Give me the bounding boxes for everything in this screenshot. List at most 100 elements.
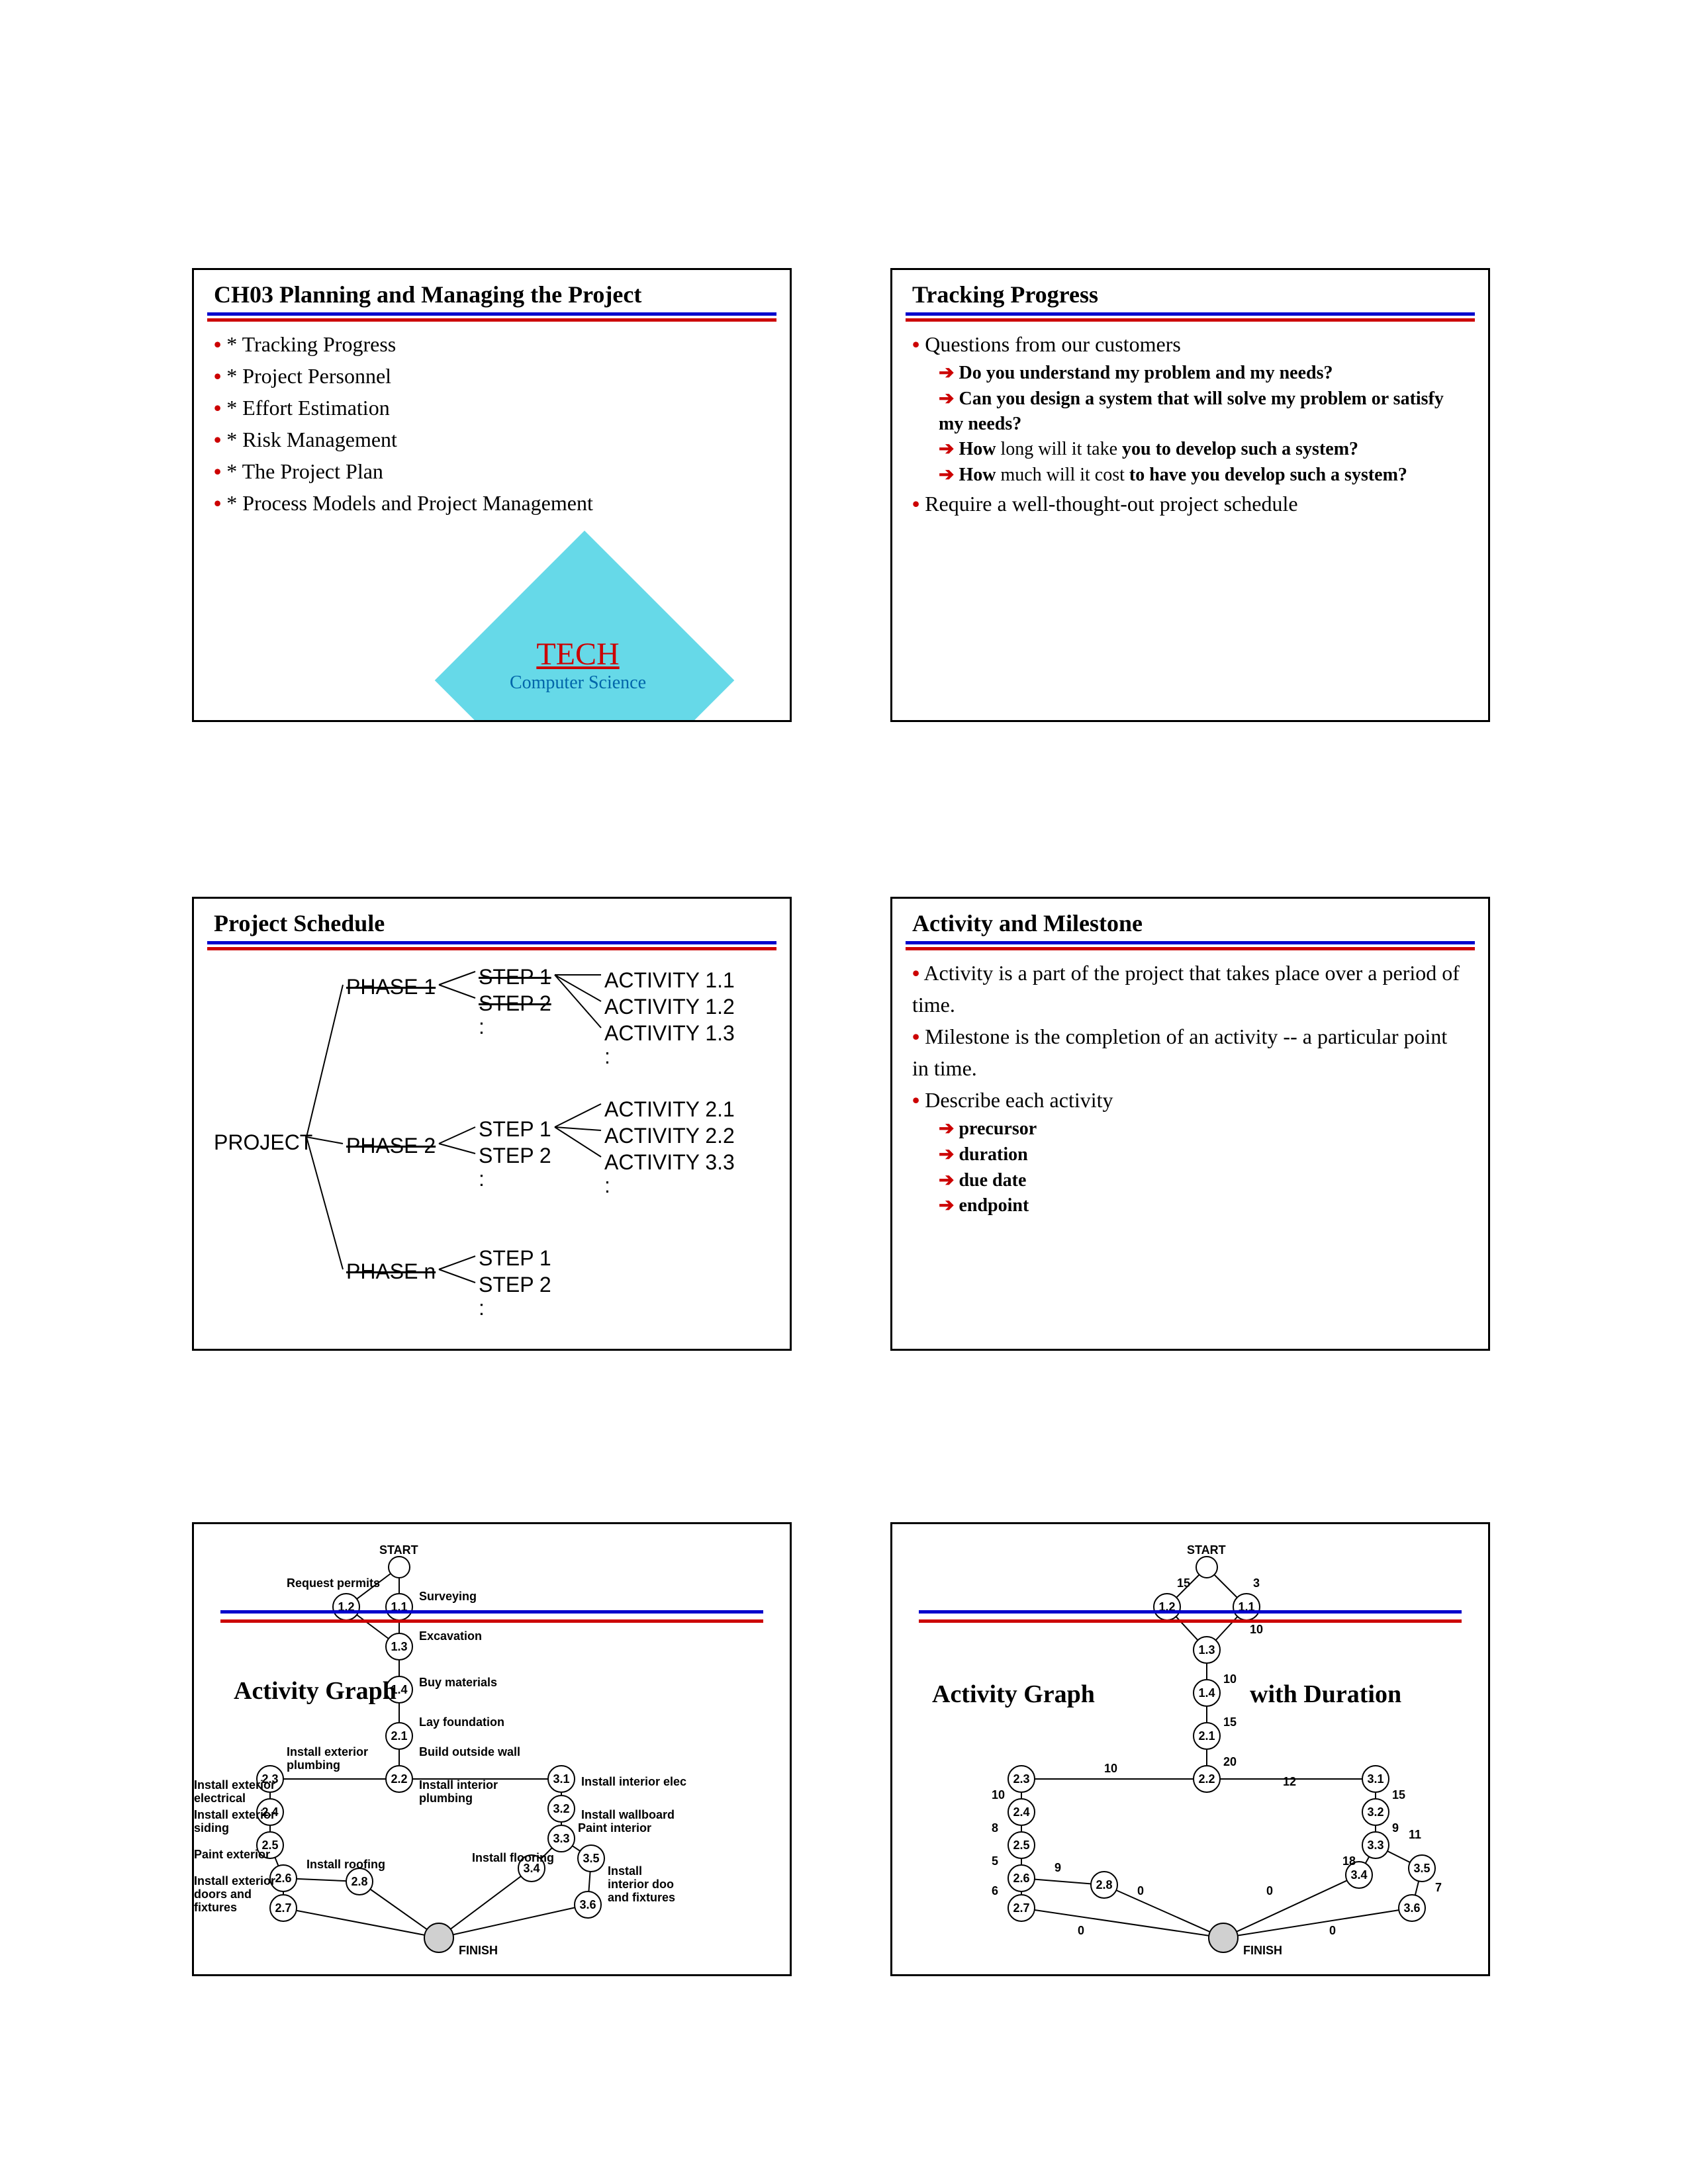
svg-text:11: 11 — [1409, 1828, 1421, 1841]
svg-text:Install roofing: Install roofing — [306, 1858, 385, 1871]
svg-text:2.2: 2.2 — [391, 1772, 407, 1786]
slide-4: Activity and Milestone • Activity is a p… — [890, 897, 1490, 1351]
tech-logo-text: TECH Computer Science — [445, 636, 710, 694]
rule-blue — [919, 1610, 1462, 1614]
svg-text:Surveying: Surveying — [419, 1590, 477, 1603]
schedule-label: STEP 1 — [479, 965, 551, 989]
svg-text:plumbing: plumbing — [287, 1758, 340, 1772]
svg-text:Excavation: Excavation — [419, 1629, 482, 1643]
svg-text:3.6: 3.6 — [1403, 1901, 1420, 1915]
schedule-label: PHASE 1 — [346, 975, 436, 999]
schedule-label: ACTIVITY 1.2 — [604, 995, 735, 1019]
schedule-label: ACTIVITY 3.3 — [604, 1150, 735, 1175]
schedule-label: : — [479, 1296, 485, 1320]
slide-1-content: • * Tracking Progress• * Project Personn… — [194, 322, 790, 525]
svg-text:fixtures: fixtures — [194, 1901, 237, 1914]
slide-2-content: • Questions from our customers➔ Do you u… — [892, 322, 1488, 526]
svg-text:2.6: 2.6 — [1013, 1872, 1029, 1885]
schedule-label: ACTIVITY 2.2 — [604, 1124, 735, 1148]
slide-5: 1.21.11.31.42.12.22.32.42.52.62.72.83.13… — [192, 1522, 792, 1976]
svg-text:Paint exterior: Paint exterior — [194, 1848, 270, 1861]
svg-text:3.6: 3.6 — [579, 1898, 596, 1911]
svg-text:1.3: 1.3 — [1198, 1643, 1215, 1657]
bullet-item: • * Tracking Progress — [214, 328, 770, 360]
svg-text:9: 9 — [1392, 1821, 1399, 1835]
bullet-item: • * The Project Plan — [214, 455, 770, 487]
svg-text:Install: Install — [608, 1864, 642, 1878]
svg-text:Build outside wall: Build outside wall — [419, 1745, 520, 1758]
page: CH03 Planning and Managing the Project •… — [0, 0, 1688, 2184]
svg-text:0: 0 — [1266, 1884, 1273, 1897]
svg-text:2.6: 2.6 — [275, 1872, 291, 1885]
bullet-item: • Milestone is the completion of an acti… — [912, 1021, 1468, 1084]
arrow-item: ➔ How much will it cost to have you deve… — [939, 462, 1468, 488]
svg-text:FINISH: FINISH — [459, 1944, 498, 1957]
svg-text:0: 0 — [1329, 1924, 1336, 1937]
bullet-item: • * Process Models and Project Managemen… — [214, 487, 770, 519]
rule-red — [220, 1619, 763, 1623]
schedule-label: : — [604, 1173, 610, 1198]
schedule-label: STEP 1 — [479, 1246, 551, 1271]
tech-label: TECH — [445, 636, 710, 672]
svg-text:3.3: 3.3 — [553, 1832, 569, 1845]
rule-red — [919, 1619, 1462, 1623]
slide-6-title-left: Activity Graph — [932, 1680, 1095, 1709]
arrow-item: ➔ precursor — [939, 1116, 1468, 1142]
svg-text:15: 15 — [1177, 1576, 1190, 1590]
svg-text:Install flooring: Install flooring — [472, 1851, 554, 1864]
svg-text:Install exterior: Install exterior — [194, 1808, 275, 1821]
svg-text:8: 8 — [992, 1821, 998, 1835]
svg-text:2.1: 2.1 — [1198, 1729, 1215, 1743]
svg-text:5: 5 — [992, 1854, 998, 1868]
svg-text:START: START — [379, 1543, 418, 1557]
svg-text:interior doo: interior doo — [608, 1878, 674, 1891]
svg-text:20: 20 — [1223, 1755, 1237, 1768]
bullet-item: • * Risk Management — [214, 424, 770, 455]
svg-text:Lay foundation: Lay foundation — [419, 1715, 504, 1729]
svg-text:and fixtures: and fixtures — [608, 1891, 675, 1904]
svg-text:0: 0 — [1078, 1924, 1084, 1937]
svg-text:2.8: 2.8 — [1096, 1878, 1112, 1891]
svg-text:3.4: 3.4 — [1350, 1868, 1367, 1882]
schedule-label: : — [479, 1167, 485, 1191]
svg-text:FINISH: FINISH — [1243, 1944, 1282, 1957]
schedule-label: PHASE 2 — [346, 1134, 436, 1158]
slide-2: Tracking Progress • Questions from our c… — [890, 268, 1490, 722]
svg-text:3.1: 3.1 — [553, 1772, 569, 1786]
arrow-item: ➔ Can you design a system that will solv… — [939, 386, 1468, 437]
bullet-item: • Questions from our customers — [912, 328, 1468, 360]
slide-3: Project Schedule PROJECTPHASE 1PHASE 2PH… — [192, 897, 792, 1351]
svg-text:2.2: 2.2 — [1198, 1772, 1215, 1786]
svg-text:Buy materials: Buy materials — [419, 1676, 497, 1689]
svg-text:2.8: 2.8 — [351, 1875, 367, 1888]
svg-text:Install interior: Install interior — [419, 1778, 498, 1792]
rule-blue — [906, 941, 1475, 944]
cs-label: Computer Science — [445, 672, 710, 694]
schedule-label: PROJECT — [214, 1130, 312, 1155]
svg-text:3.5: 3.5 — [583, 1852, 599, 1865]
schedule-label: STEP 1 — [479, 1117, 551, 1142]
bullet-item: • Activity is a part of the project that… — [912, 957, 1468, 1021]
arrow-item: ➔ Do you understand my problem and my ne… — [939, 360, 1468, 386]
bullet-item: • Require a well-thought-out project sch… — [912, 488, 1468, 520]
svg-text:3.2: 3.2 — [553, 1802, 569, 1815]
arrow-item: ➔ duration — [939, 1142, 1468, 1167]
schedule-label: ACTIVITY 1.1 — [604, 968, 735, 993]
slide-2-title: Tracking Progress — [892, 270, 1488, 312]
svg-text:15: 15 — [1392, 1788, 1405, 1801]
svg-text:Install exterior: Install exterior — [194, 1874, 275, 1888]
svg-text:3.3: 3.3 — [1367, 1839, 1383, 1852]
slide-1-title: CH03 Planning and Managing the Project — [194, 270, 790, 312]
bullet-item: • Describe each activity — [912, 1084, 1468, 1116]
bullet-item: • * Effort Estimation — [214, 392, 770, 424]
svg-text:12: 12 — [1283, 1775, 1296, 1788]
svg-text:6: 6 — [992, 1884, 998, 1897]
svg-text:10: 10 — [1104, 1762, 1117, 1775]
arrow-item: ➔ endpoint — [939, 1193, 1468, 1218]
svg-text:2.7: 2.7 — [275, 1901, 291, 1915]
svg-text:3: 3 — [1253, 1576, 1260, 1590]
svg-text:2.5: 2.5 — [1013, 1839, 1029, 1852]
schedule-label: PHASE n — [346, 1259, 436, 1284]
arrow-item: ➔ due date — [939, 1167, 1468, 1193]
svg-text:Install wallboard: Install wallboard — [581, 1808, 675, 1821]
